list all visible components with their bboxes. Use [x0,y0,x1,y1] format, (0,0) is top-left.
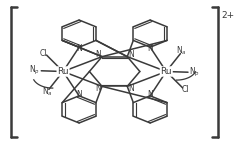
Text: N: N [76,44,82,53]
Text: N: N [128,50,134,59]
Text: N: N [147,44,153,53]
Text: N: N [76,90,82,99]
Text: N$_a$: N$_a$ [42,86,53,98]
Text: N: N [96,84,101,93]
Text: N$_a$: N$_a$ [176,45,187,57]
Text: Ru: Ru [160,67,172,76]
Text: N: N [147,90,153,99]
Text: Cl: Cl [182,85,189,94]
Text: N$_p$: N$_p$ [189,66,200,79]
Text: 2+: 2+ [221,11,234,20]
Text: N$_p$: N$_p$ [29,64,40,77]
Text: N: N [128,84,134,93]
Text: N: N [96,50,101,59]
Text: Cl: Cl [40,49,47,58]
Text: Ru: Ru [57,67,69,76]
